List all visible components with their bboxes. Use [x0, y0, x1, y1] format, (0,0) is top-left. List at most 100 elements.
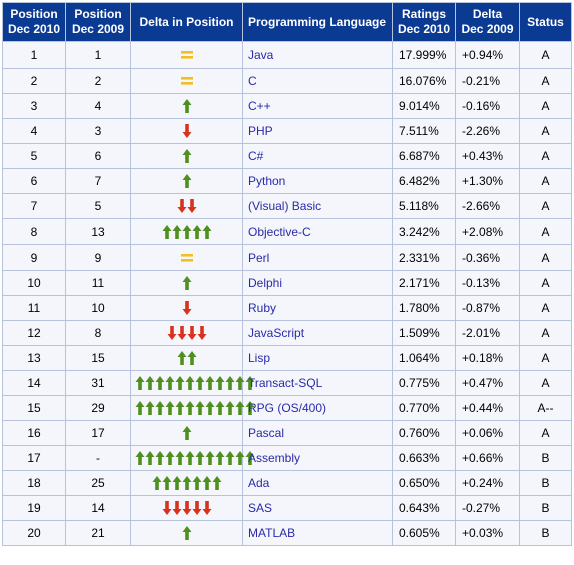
rating-cell: 0.605% [392, 520, 456, 546]
status-cell: A [519, 218, 572, 245]
delta-position-cell [130, 193, 243, 219]
language-link[interactable]: Objective-C [242, 218, 393, 245]
language-link[interactable]: Lisp [242, 345, 393, 371]
language-link[interactable]: Perl [242, 244, 393, 271]
table-row: 11 10 Ruby 1.780% -0.87% A [2, 295, 572, 321]
up-arrow-icon [182, 149, 191, 163]
language-link[interactable]: Ada [242, 470, 393, 496]
delta-position-indicator [182, 275, 192, 291]
position-2010-cell: 8 [2, 218, 66, 245]
delta-cell: -2.66% [455, 193, 520, 219]
position-2010-cell: 11 [2, 295, 66, 321]
status-cell: B [519, 520, 572, 546]
language-link[interactable]: Assembly [242, 445, 393, 471]
position-2010-cell: 4 [2, 118, 66, 144]
status-cell: A [519, 420, 572, 446]
up-arrow-icon [152, 476, 161, 490]
down-arrow-icon [187, 326, 196, 340]
position-2009-cell: 31 [65, 370, 131, 396]
language-link[interactable]: C [242, 68, 393, 94]
header-delta: Delta Dec 2009 [455, 2, 520, 42]
status-cell: A [519, 270, 572, 296]
up-arrow-icon [225, 451, 235, 465]
table-row: 9 9 Perl 2.331% -0.36% A [2, 244, 572, 271]
header-row: Position Dec 2010 Position Dec 2009 Delt… [2, 2, 572, 42]
down-arrow-icon [177, 199, 186, 213]
position-2009-cell: 4 [65, 93, 131, 119]
language-link[interactable]: SAS [242, 495, 393, 521]
position-2010-cell: 6 [2, 168, 66, 194]
equal-sign-icon [180, 51, 193, 59]
language-link[interactable]: JavaScript [242, 320, 393, 346]
up-arrow-icon [182, 476, 191, 490]
delta-position-cell [130, 470, 243, 496]
language-link[interactable]: RPG (OS/400) [242, 395, 393, 421]
delta-position-cell [130, 295, 243, 321]
up-arrow-icon [175, 376, 185, 390]
up-arrow-icon [165, 376, 175, 390]
position-2010-cell: 7 [2, 193, 66, 219]
language-link[interactable]: Ruby [242, 295, 393, 321]
up-arrow-icon [205, 376, 215, 390]
delta-position-cell [130, 143, 243, 169]
rating-cell: 6.482% [392, 168, 456, 194]
delta-cell: +0.94% [455, 41, 520, 69]
table-row: 19 14 SAS 0.643% -0.27% B [2, 495, 572, 521]
position-2009-cell: 14 [65, 495, 131, 521]
up-arrow-icon [135, 451, 145, 465]
delta-position-cell [130, 68, 243, 94]
language-link[interactable]: MATLAB [242, 520, 393, 546]
position-2009-cell: 11 [65, 270, 131, 296]
rating-cell: 6.687% [392, 143, 456, 169]
status-cell: A [519, 370, 572, 396]
language-link[interactable]: Delphi [242, 270, 393, 296]
delta-position-cell [130, 420, 243, 446]
delta-position-cell [130, 395, 255, 421]
header-position-2010-line2: Dec 2010 [7, 22, 61, 36]
delta-position-cell [130, 345, 243, 371]
status-cell: B [519, 495, 572, 521]
position-2010-cell: 1 [2, 41, 66, 69]
up-arrow-icon [192, 476, 201, 490]
language-link[interactable]: Java [242, 41, 393, 69]
delta-position-cell [130, 520, 243, 546]
table-row: 8 13 Objective-C 3.242% +2.08% A [2, 218, 572, 245]
table-row: 14 31 Transact-SQL 0.775% +0.47% A [2, 370, 572, 396]
position-2009-cell: 8 [65, 320, 131, 346]
language-link[interactable]: C++ [242, 93, 393, 119]
up-arrow-icon [182, 526, 191, 540]
language-link[interactable]: PHP [242, 118, 393, 144]
delta-cell: -0.13% [455, 270, 520, 296]
up-arrow-icon [225, 376, 235, 390]
down-arrow-icon [202, 501, 211, 515]
delta-cell: +1.30% [455, 168, 520, 194]
header-ratings-line2: Dec 2010 [397, 22, 451, 36]
header-position-2010-line1: Position [10, 7, 58, 21]
position-2010-cell: 19 [2, 495, 66, 521]
header-delta-in-position: Delta in Position [130, 2, 243, 42]
position-2009-cell: 3 [65, 118, 131, 144]
language-link[interactable]: Transact-SQL [242, 370, 393, 396]
rating-cell: 1.780% [392, 295, 456, 321]
language-link[interactable]: Python [242, 168, 393, 194]
delta-cell: +2.08% [455, 218, 520, 245]
delta-position-indicator [180, 73, 194, 89]
up-arrow-icon [165, 401, 175, 415]
delta-cell: -0.36% [455, 244, 520, 271]
position-2009-cell: 6 [65, 143, 131, 169]
language-link[interactable]: Pascal [242, 420, 393, 446]
up-arrow-icon [145, 401, 155, 415]
table-row: 18 25 Ada 0.650% +0.24% B [2, 470, 572, 496]
table-row: 3 4 C++ 9.014% -0.16% A [2, 93, 572, 119]
delta-cell: -2.01% [455, 320, 520, 346]
language-link[interactable]: C# [242, 143, 393, 169]
language-link[interactable]: (Visual) Basic [242, 193, 393, 219]
up-arrow-icon [202, 224, 211, 239]
header-delta-line1: Delta [472, 7, 503, 21]
position-2010-cell: 9 [2, 244, 66, 271]
delta-position-cell [130, 118, 243, 144]
delta-position-indicator [135, 450, 255, 466]
delta-position-indicator [180, 47, 194, 63]
delta-position-indicator [177, 198, 197, 214]
up-arrow-icon [215, 451, 225, 465]
